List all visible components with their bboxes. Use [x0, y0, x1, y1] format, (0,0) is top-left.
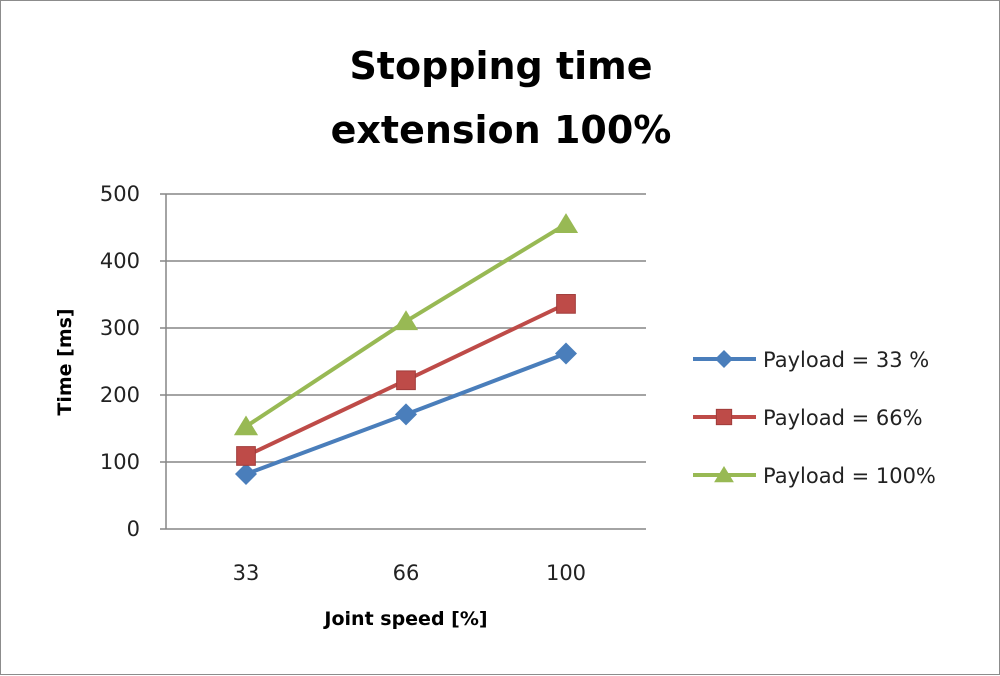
x-axis-label: Joint speed [%]: [322, 608, 487, 630]
legend-item: Payload = 100%: [693, 464, 936, 488]
square-marker: [556, 294, 576, 314]
square-marker: [236, 446, 256, 466]
y-tick-label: 400: [100, 249, 140, 273]
triangle-marker: [233, 415, 259, 436]
gridlines: [160, 193, 646, 530]
legend-label: Payload = 100%: [763, 464, 936, 488]
y-tick-label: 100: [100, 450, 140, 474]
square-marker: [715, 408, 733, 426]
legend-item: Payload = 66%: [693, 406, 923, 430]
triangle-marker: [553, 213, 579, 233]
legend-item: Payload = 33 %: [693, 348, 929, 372]
triangle-marker: [714, 466, 734, 483]
x-tick-label: 33: [233, 561, 260, 585]
diamond-marker: [555, 342, 577, 365]
x-tick-labels: 33 66 100: [233, 561, 586, 585]
triangle-marker: [393, 310, 419, 331]
series-1: [235, 342, 577, 486]
chart-title-line-1: Stopping time: [349, 44, 652, 88]
series-3: [233, 213, 579, 436]
y-tick-label: 300: [100, 316, 140, 340]
legend-label: Payload = 66%: [763, 406, 923, 430]
legend: Payload = 33 % Payload = 66% Payload = 100…: [693, 348, 936, 488]
y-axis-label: Time [ms]: [54, 308, 76, 415]
y-tick-label: 500: [100, 182, 140, 206]
y-tick-label: 200: [100, 383, 140, 407]
series-group: [233, 213, 579, 486]
series-2: [236, 294, 576, 466]
chart-title-line-2: extension 100%: [331, 108, 672, 152]
diamond-marker: [395, 403, 417, 426]
diamond-marker: [235, 463, 257, 486]
x-tick-label: 66: [393, 561, 420, 585]
square-marker: [396, 370, 416, 391]
y-tick-labels: 0 100 200 300 400 500: [100, 182, 140, 541]
legend-label: Payload = 33 %: [763, 348, 929, 372]
diamond-marker: [715, 350, 733, 368]
x-tick-label: 100: [546, 561, 586, 585]
y-tick-label: 0: [127, 517, 140, 541]
